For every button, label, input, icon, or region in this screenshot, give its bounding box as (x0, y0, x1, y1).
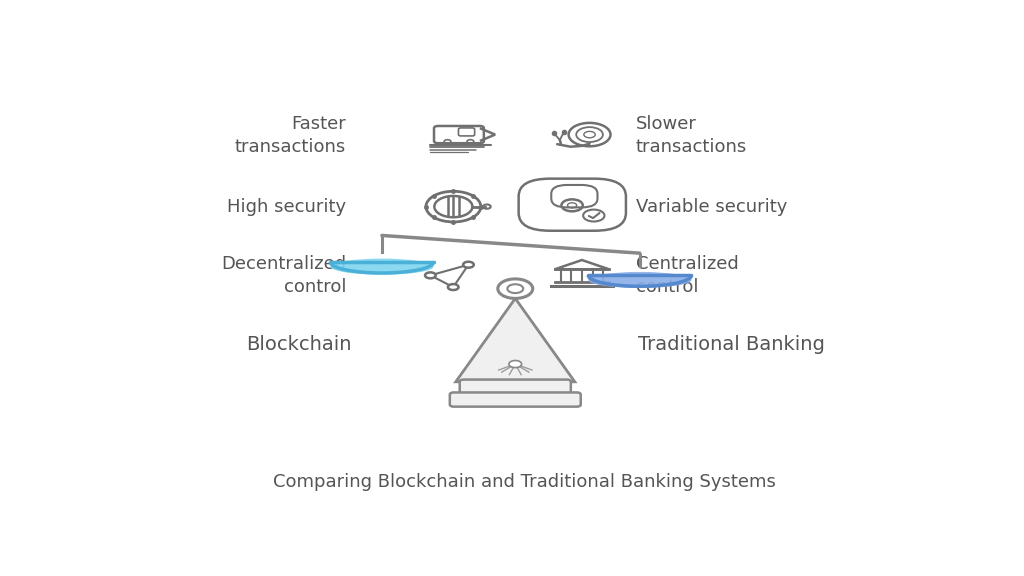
Circle shape (463, 262, 474, 268)
Text: Decentralized
control: Decentralized control (221, 255, 346, 296)
Text: Variable security: Variable security (636, 198, 787, 215)
Text: High security: High security (227, 198, 346, 215)
FancyBboxPatch shape (450, 392, 581, 407)
Text: Slower
transactions: Slower transactions (636, 115, 748, 157)
Polygon shape (456, 298, 574, 382)
Text: Centralized
control: Centralized control (636, 255, 738, 296)
Circle shape (447, 284, 459, 290)
Text: Faster
transactions: Faster transactions (234, 115, 346, 157)
Circle shape (507, 284, 523, 293)
Circle shape (583, 210, 604, 222)
FancyBboxPatch shape (460, 380, 570, 395)
Circle shape (509, 361, 521, 367)
Ellipse shape (588, 272, 691, 288)
Ellipse shape (331, 259, 433, 275)
Circle shape (498, 279, 532, 298)
Text: Comparing Blockchain and Traditional Banking Systems: Comparing Blockchain and Traditional Ban… (273, 472, 776, 491)
Text: Traditional Banking: Traditional Banking (638, 335, 824, 354)
Text: Blockchain: Blockchain (246, 335, 351, 354)
Circle shape (425, 272, 435, 278)
